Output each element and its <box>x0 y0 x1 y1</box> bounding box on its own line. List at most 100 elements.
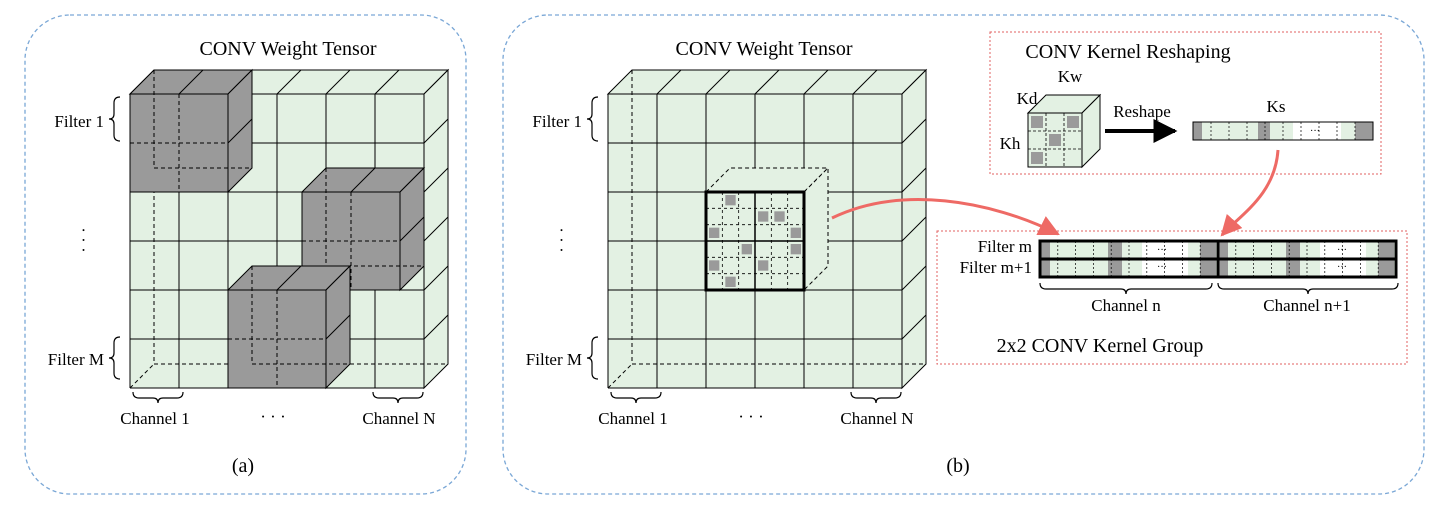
group-row-1-segment-1-weight-1 <box>1286 259 1300 277</box>
group-row-1-segment-1-weight-0 <box>1218 259 1228 277</box>
ks-bar-weight-1 <box>1258 122 1270 140</box>
kernel-group-box <box>936 230 1408 365</box>
group-ellipsis-4: ··· <box>1337 262 1347 273</box>
group-ellipsis-2: ··· <box>1157 262 1167 273</box>
reshape-label: Reshape <box>1113 102 1171 121</box>
panel-b-title: CONV Weight Tensor <box>676 38 853 60</box>
kernel-reshaping-title: CONV Kernel Reshaping <box>1025 41 1230 63</box>
panel-b-tensor-grid-line <box>901 216 927 242</box>
kernel-cube <box>1026 93 1102 169</box>
panel-a-weight-tensor <box>128 68 450 390</box>
panel-a-frame <box>24 14 467 495</box>
kernel-height-label: Kh <box>1000 134 1021 153</box>
panel-a-tensor-grid-line <box>423 265 449 291</box>
kernel-reshaping-box <box>989 31 1382 175</box>
panel-a-tensor-grid-line <box>423 167 449 193</box>
ks-bar-gap <box>1293 122 1341 140</box>
panel-b-channel-last-label: Channel N <box>840 409 913 428</box>
panel-a-vdots: · · · <box>74 227 93 252</box>
panel-b-tensor-grid-line <box>901 265 927 291</box>
panel-b-caption: (b) <box>946 455 969 477</box>
group-row-1-segment-0-gap <box>1142 259 1188 277</box>
kernel-cube-weight-0 <box>1031 116 1043 128</box>
panel-a-caption: (a) <box>232 455 254 477</box>
panel-b-filter-first-brace <box>586 96 599 142</box>
group-ellipsis-1: ··· <box>1157 245 1167 256</box>
reshaped-vector-ellipsis: ··· <box>1310 126 1320 137</box>
group-row-0-segment-1-weight-0 <box>1218 241 1228 259</box>
panel-a-tensor-grid-line <box>374 69 400 95</box>
panel-b-kernel-weight-6 <box>790 244 801 255</box>
panel-a-kernel-block-1-inner <box>178 69 204 95</box>
kernel-cube-weight-2 <box>1031 152 1043 164</box>
panel-b-kernel-weight-4 <box>741 244 752 255</box>
panel-a-channel-last-label: Channel N <box>362 409 435 428</box>
group-row-0-segment-1-weight-2 <box>1378 241 1394 259</box>
panel-b-vdots: · · · <box>552 227 571 252</box>
panel-a-channel-first-brace <box>132 391 184 404</box>
panel-b-frame <box>502 14 1425 495</box>
panel-b-kernel-weight-7 <box>709 260 720 271</box>
panel-a-kernel-block-3-inner <box>325 314 351 340</box>
ks-bar-weight-0 <box>1193 122 1202 140</box>
panel-b-channel-first-label: Channel 1 <box>598 409 667 428</box>
panel-b-channel-last-brace <box>850 391 902 404</box>
group-row-1-segment-1-gap <box>1320 259 1366 277</box>
group-row-1-segment-1-weight-2 <box>1378 259 1394 277</box>
kernel-group-rows <box>1038 239 1398 279</box>
group-row-0-segment-1-gap <box>1320 241 1366 259</box>
group-row-1-segment-0-weight-1 <box>1108 259 1122 277</box>
panel-b-kernel-weight-9 <box>725 276 736 287</box>
group-row-0-segment-0-weight-1 <box>1108 241 1122 259</box>
panel-b-tensor-grid-line <box>852 69 878 95</box>
panel-b-channel-first-brace <box>610 391 662 404</box>
group-filter-m1-label: Filter m+1 <box>960 258 1032 277</box>
group-to-row-arrow <box>831 198 1060 236</box>
kernel-depth-label: Kd <box>1017 89 1038 108</box>
panel-a-tensor-grid-line <box>423 314 449 340</box>
panel-a-tensor-grid-line <box>423 216 449 242</box>
ks-bar-weight-2 <box>1355 122 1373 140</box>
panel-a-kernel-block-1-inner <box>227 118 253 144</box>
group-channel-n1-label: Channel n+1 <box>1263 296 1351 315</box>
group-row-0-segment-0-gap <box>1142 241 1188 259</box>
panel-a-channel-last-brace <box>372 391 424 404</box>
panel-b-filter-first-label: Filter 1 <box>532 112 582 131</box>
vector-to-row-arrow <box>1220 149 1280 237</box>
panel-a-kernel-block-3-inner <box>276 265 302 291</box>
kernel-cube-weight-3 <box>1067 116 1079 128</box>
panel-b-kernel-weight-2 <box>709 227 720 238</box>
panel-b-tensor-hidden-edge <box>607 363 633 389</box>
group-row-1-segment-0-weight-2 <box>1200 259 1216 277</box>
panel-b-tensor-grid-line <box>705 69 731 95</box>
panel-b-tensor-grid-line <box>901 118 927 144</box>
panel-b-tensor-grid-line <box>901 167 927 193</box>
group-ellipsis-3: ··· <box>1337 245 1347 256</box>
panel-b-kernel-weight-1 <box>758 211 769 222</box>
panel-b-filter-last-brace <box>586 336 599 380</box>
panel-a-tensor-grid-line <box>276 69 302 95</box>
panel-a-title: CONV Weight Tensor <box>200 38 377 60</box>
group-row-1-segment-0-weight-0 <box>1040 259 1050 277</box>
kernel-size-label: Ks <box>1267 97 1286 116</box>
panel-b-kernel-weight-0 <box>725 195 736 206</box>
panel-a-channel-first-label: Channel 1 <box>120 409 189 428</box>
panel-a-filter-last-brace <box>108 336 121 380</box>
group-channel-n1-brace <box>1217 282 1399 295</box>
group-row-0-segment-0-weight-0 <box>1040 241 1050 259</box>
panel-a-kernel-block-2-inner <box>350 167 376 193</box>
panel-b-hdots: · · · <box>738 407 763 426</box>
ks-bar-border <box>1192 121 1374 141</box>
panel-a-filter-last-label: Filter M <box>48 350 104 369</box>
panel-b-tensor-grid-line <box>754 69 780 95</box>
panel-a-tensor-grid-line <box>423 118 449 144</box>
panel-b-kernel-weight-8 <box>790 227 801 238</box>
panel-a-tensor-grid-line <box>325 69 351 95</box>
kernel-cube-weight-1 <box>1049 134 1061 146</box>
panel-b-weight-tensor <box>606 68 928 390</box>
panel-a-tensor-hidden-edge <box>129 363 155 389</box>
group-filter-m-label: Filter m <box>978 237 1032 256</box>
group-row-0-segment-0-weight-2 <box>1200 241 1216 259</box>
panel-a-filter-first-label: Filter 1 <box>54 112 104 131</box>
